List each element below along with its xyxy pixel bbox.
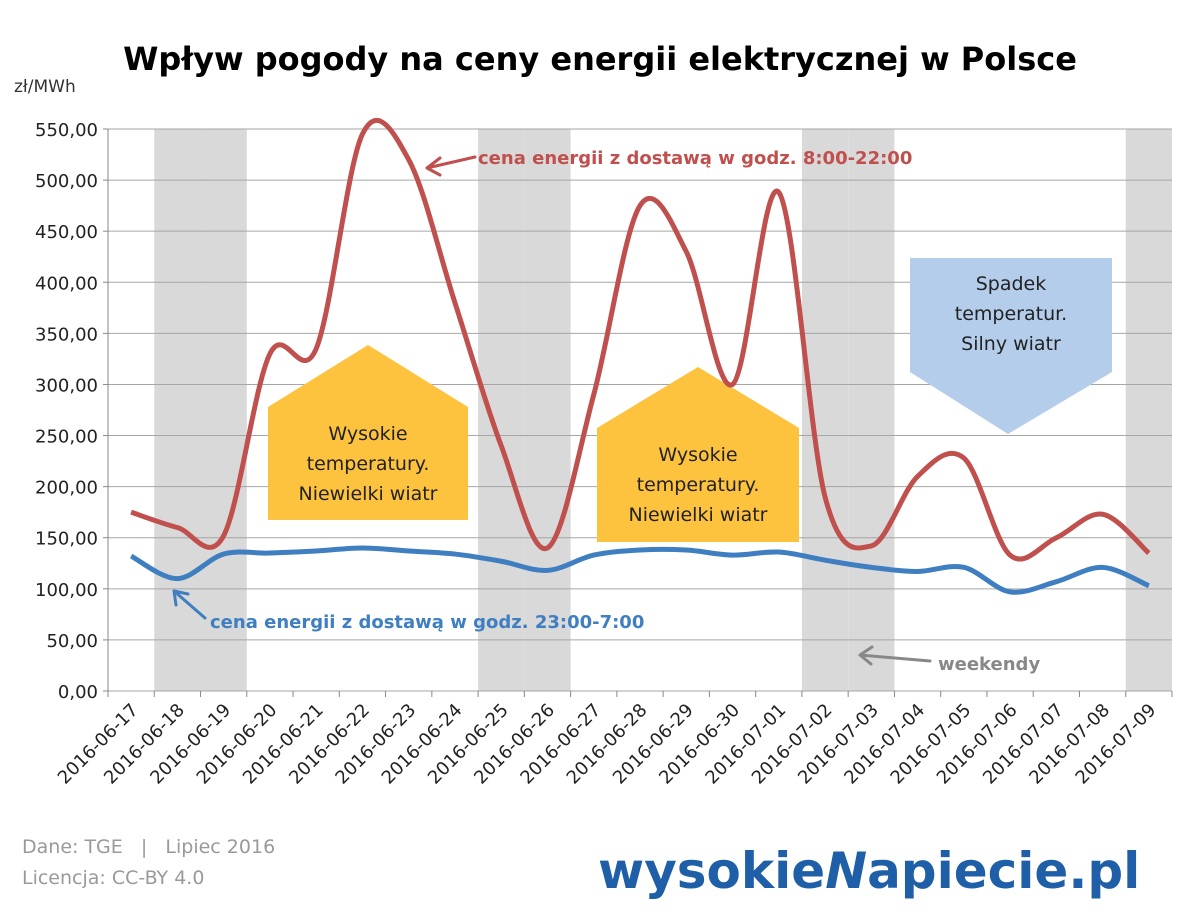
y-tick-label: 50,00: [46, 631, 98, 652]
annotation-text: temperatury.: [637, 474, 760, 496]
annotation-text: Wysokie: [328, 423, 407, 445]
y-tick-label: 200,00: [35, 478, 98, 499]
annotation-text: Niewielki wiatr: [628, 504, 767, 526]
weekend-band: [478, 129, 525, 691]
y-tick-label: 450,00: [35, 222, 98, 243]
chart-title: Wpływ pogody na ceny energii elektryczne…: [123, 40, 1077, 78]
annotation-text: Wysokie: [658, 444, 737, 466]
logo: wysokieNapiecie.pl: [598, 842, 1140, 900]
annotation-box: [268, 345, 468, 520]
y-tick-label: 550,00: [35, 120, 98, 141]
weekend-band: [848, 129, 895, 691]
weekend-band: [524, 129, 571, 691]
y-tick-label: 300,00: [35, 375, 98, 396]
y-tick-label: 500,00: [35, 171, 98, 192]
arrow: [425, 155, 477, 177]
annotation-text: Niewielki wiatr: [298, 483, 437, 505]
annotation-box: [910, 258, 1112, 434]
weekend-band: [154, 129, 201, 691]
annotation-text: temperatur.: [955, 303, 1067, 325]
series-line: [130, 117, 1151, 562]
arrow: [172, 589, 207, 620]
y-tick-label: 350,00: [35, 324, 98, 345]
y-tick-label: 150,00: [35, 529, 98, 550]
weekend-band: [1125, 129, 1172, 691]
series-label: cena energii z dostawą w godz. 23:00-7:0…: [210, 612, 644, 633]
logo-part: N: [825, 842, 867, 900]
weekend-band: [200, 129, 247, 691]
y-tick-label: 0,00: [58, 682, 98, 703]
y-unit: zł/MWh: [14, 77, 76, 97]
annotation-text: temperatury.: [307, 453, 430, 475]
series-label: cena energii z dostawą w godz. 8:00-22:0…: [478, 148, 912, 169]
y-tick-label: 100,00: [35, 580, 98, 601]
annotation-text: Silny wiatr: [961, 333, 1061, 355]
y-tick-label: 250,00: [35, 427, 98, 448]
source: Dane: TGE | Lipiec 2016: [22, 836, 275, 858]
weekend-label: weekendy: [938, 654, 1040, 675]
annotation-text: Spadek: [976, 273, 1047, 295]
arrow: [858, 645, 932, 666]
logo-part: apiecie.pl: [867, 842, 1140, 900]
annotation-box: [597, 367, 799, 542]
logo-part: wysokie: [598, 842, 825, 900]
license: Licencja: CC-BY 4.0: [22, 867, 204, 889]
y-tick-label: 400,00: [35, 273, 98, 294]
series-line: [129, 545, 1150, 595]
